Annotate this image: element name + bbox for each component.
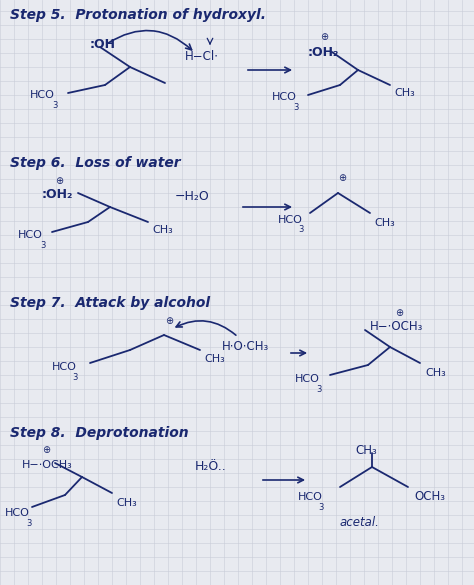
Text: HCO: HCO — [18, 230, 43, 240]
Text: 3: 3 — [318, 503, 323, 511]
Text: ⊕: ⊕ — [165, 316, 173, 326]
Text: Step 6.  Loss of water: Step 6. Loss of water — [10, 156, 181, 170]
Text: HCO: HCO — [272, 92, 297, 102]
Text: HCO: HCO — [298, 492, 323, 502]
Text: Step 8.  Deprotonation: Step 8. Deprotonation — [10, 426, 189, 440]
Text: ⊕: ⊕ — [338, 173, 346, 183]
Text: HCO: HCO — [52, 362, 77, 372]
Text: CH₃: CH₃ — [394, 88, 415, 98]
Text: ⊕: ⊕ — [395, 308, 403, 318]
Text: H₂Ö..: H₂Ö.. — [195, 460, 227, 473]
Text: HCO: HCO — [5, 508, 30, 518]
Text: Step 5.  Protonation of hydroxyl.: Step 5. Protonation of hydroxyl. — [10, 8, 266, 22]
Text: OCH₃: OCH₃ — [414, 490, 445, 504]
Text: :OH₂: :OH₂ — [42, 188, 73, 201]
Text: HCO: HCO — [278, 215, 303, 225]
Text: :OH: :OH — [90, 39, 116, 51]
Text: CH₃: CH₃ — [374, 218, 395, 228]
Text: H−⋅OCH₃: H−⋅OCH₃ — [22, 460, 73, 470]
Text: CH₃: CH₃ — [152, 225, 173, 235]
Text: CH₃: CH₃ — [116, 498, 137, 508]
Text: :OH₂: :OH₂ — [308, 46, 339, 59]
Text: H⋅O⋅CH₃: H⋅O⋅CH₃ — [222, 340, 269, 353]
Text: Step 7.  Attack by alcohol: Step 7. Attack by alcohol — [10, 296, 210, 310]
Text: acetal.: acetal. — [340, 517, 380, 529]
Text: CH₃: CH₃ — [204, 354, 225, 364]
Text: 3: 3 — [40, 240, 46, 249]
Text: 3: 3 — [52, 101, 57, 109]
Text: 3: 3 — [26, 518, 31, 528]
Text: ⊕: ⊕ — [320, 32, 328, 42]
Text: 3: 3 — [293, 102, 298, 112]
Text: H−Cl⋅: H−Cl⋅ — [185, 50, 219, 64]
Text: 3: 3 — [316, 384, 321, 394]
Text: ⊕: ⊕ — [42, 445, 50, 455]
Text: HCO: HCO — [295, 374, 320, 384]
Text: 3: 3 — [298, 225, 303, 235]
Text: HCO: HCO — [30, 90, 55, 100]
Text: CH₃: CH₃ — [355, 443, 377, 456]
Text: 3: 3 — [72, 373, 77, 381]
Text: −H₂O: −H₂O — [175, 191, 210, 204]
Text: CH₃: CH₃ — [425, 368, 446, 378]
Text: H−⋅OCH₃: H−⋅OCH₃ — [370, 321, 423, 333]
Text: ⊕: ⊕ — [55, 176, 63, 186]
